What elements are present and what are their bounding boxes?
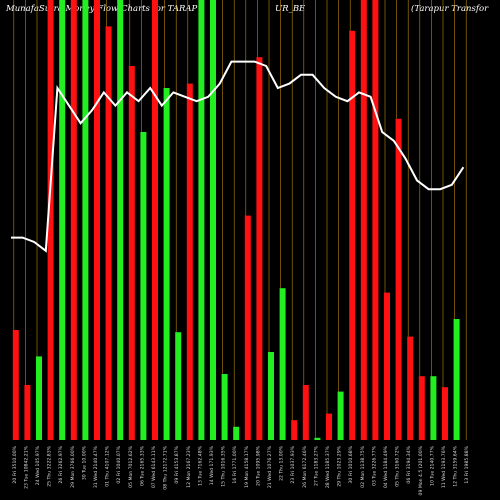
x-tick-label: 26 Mon 6172.46% <box>302 445 308 487</box>
flow-bar <box>384 292 390 440</box>
x-tick-label: 16 Fri 1771.00% <box>232 445 238 483</box>
flow-bar <box>395 118 402 441</box>
flow-bar <box>47 0 54 440</box>
x-tick-label: 30 Tue 10.00% <box>81 445 87 480</box>
flow-bar <box>453 319 460 440</box>
x-tick-label: 02 Fri 1040.07% <box>116 445 122 483</box>
flow-bar <box>407 336 414 440</box>
x-tick-label: 15 Thu 1016.35% <box>221 445 227 486</box>
x-tick-label: 01 Thu 4107.12% <box>105 445 111 486</box>
flow-bar <box>314 437 321 440</box>
x-tick-label: 22 Thu 13.00% <box>279 445 285 481</box>
x-tick-label: 29 Mon 3766.00% <box>70 445 76 487</box>
flow-bar <box>24 385 31 440</box>
x-tick-label: 11 Wed 1193.76% <box>441 445 447 488</box>
x-tick-label: 06 Tue 2165.33% <box>139 445 145 486</box>
x-tick-label: 28 Wed 1185.37% <box>325 445 331 488</box>
x-tick-label: 30 Fri 1010.68% <box>348 445 354 483</box>
flow-bar <box>163 88 170 440</box>
flow-bar <box>12 330 19 440</box>
flow-bar <box>36 356 42 440</box>
x-tick-label: 12 Mon 2167.23% <box>186 445 192 487</box>
flow-bar <box>82 0 89 440</box>
flow-bar <box>128 66 135 440</box>
flow-bar <box>291 420 298 440</box>
flow-bar <box>349 30 356 441</box>
flow-bar <box>198 0 205 440</box>
flow-bar <box>152 0 158 440</box>
x-tick-label: 13 Tue 7162.48% <box>197 445 203 486</box>
x-tick-label: 12 Thu 3159.64% <box>453 445 459 486</box>
money-flow-line <box>11 60 465 253</box>
flow-bar <box>360 0 367 440</box>
flow-bar <box>337 391 344 440</box>
flow-bar <box>418 376 425 440</box>
x-tick-label: 26 Fri 3262.97% <box>58 445 64 483</box>
x-tick-label: 31 Wed 2140.47% <box>93 445 99 488</box>
flow-bar <box>175 332 182 440</box>
flow-bar <box>279 288 286 440</box>
x-tick-label: 20 Tue 1095.98% <box>255 445 261 486</box>
flow-bar <box>326 413 332 440</box>
flow-bar <box>430 376 437 440</box>
flow-bar <box>268 352 274 440</box>
x-tick-label: 04 Wed 1184.49% <box>383 445 389 488</box>
x-tick-label: 08 Thu 12172.71% <box>163 445 169 489</box>
x-tick-label: 23 Tue 10842.21% <box>23 445 29 489</box>
x-tick-label: 21 Wed 1076.27% <box>267 445 273 488</box>
x-tick-label: 14 Wed 171.93% <box>209 445 215 485</box>
chart-title-part-3: (Tarapur Transfor <box>411 4 489 14</box>
x-tick-label: 27 Tue 1183.27% <box>313 445 319 486</box>
flow-bar <box>372 0 379 440</box>
x-tick-label: 05 Thu 3160.72% <box>395 445 401 486</box>
x-tick-label: 05 Mon 7012.62% <box>128 445 134 487</box>
x-tick-label: 02 Mon 1138.75% <box>360 445 366 487</box>
chart-title-part-2: UR_BE <box>275 4 306 14</box>
x-tick-label: 20 Fri 3510.00% <box>12 445 18 483</box>
x-tick-label: 07 Wed 6143.11% <box>151 445 157 488</box>
flow-bar <box>140 132 147 440</box>
x-tick-label: 09 Mon 4.5 (201.00% <box>418 445 424 495</box>
flow-bar <box>59 0 66 440</box>
flow-bar <box>256 57 263 440</box>
x-tick-label: 10 Tue 2140.77% <box>429 445 435 486</box>
flow-bar <box>302 385 309 440</box>
flow-bar <box>244 215 251 440</box>
x-tick-label: 09 Fri 4153.87% <box>174 445 180 483</box>
flow-bar <box>186 83 193 440</box>
flow-bar <box>442 387 448 440</box>
flow-bar <box>210 0 216 440</box>
x-tick-label: 25 Thu 3222.83% <box>47 445 53 486</box>
x-tick-label: 23 Fri 1037.93% <box>290 445 296 483</box>
x-tick-label: 03 Tue 3226.77% <box>371 445 377 486</box>
flow-bar <box>221 374 228 440</box>
flow-bar <box>233 426 240 440</box>
flow-bar <box>117 0 124 440</box>
x-tick-label: 13 Fri 1985.88% <box>464 445 470 483</box>
x-tick-label: 19 Mon 4158.17% <box>244 445 250 487</box>
x-tick-label: 29 Thu 1023.29% <box>337 445 343 486</box>
chart-title-part-1: MunafaSutra Money Flow Charts for TARAP <box>6 4 198 14</box>
x-tick-label: 24 Wed 105.97% <box>35 445 41 485</box>
flow-bar <box>94 0 100 440</box>
flow-bar <box>105 26 112 441</box>
x-tick-label: 06 Fri 3194.34% <box>406 445 412 483</box>
flow-bar <box>70 0 77 440</box>
